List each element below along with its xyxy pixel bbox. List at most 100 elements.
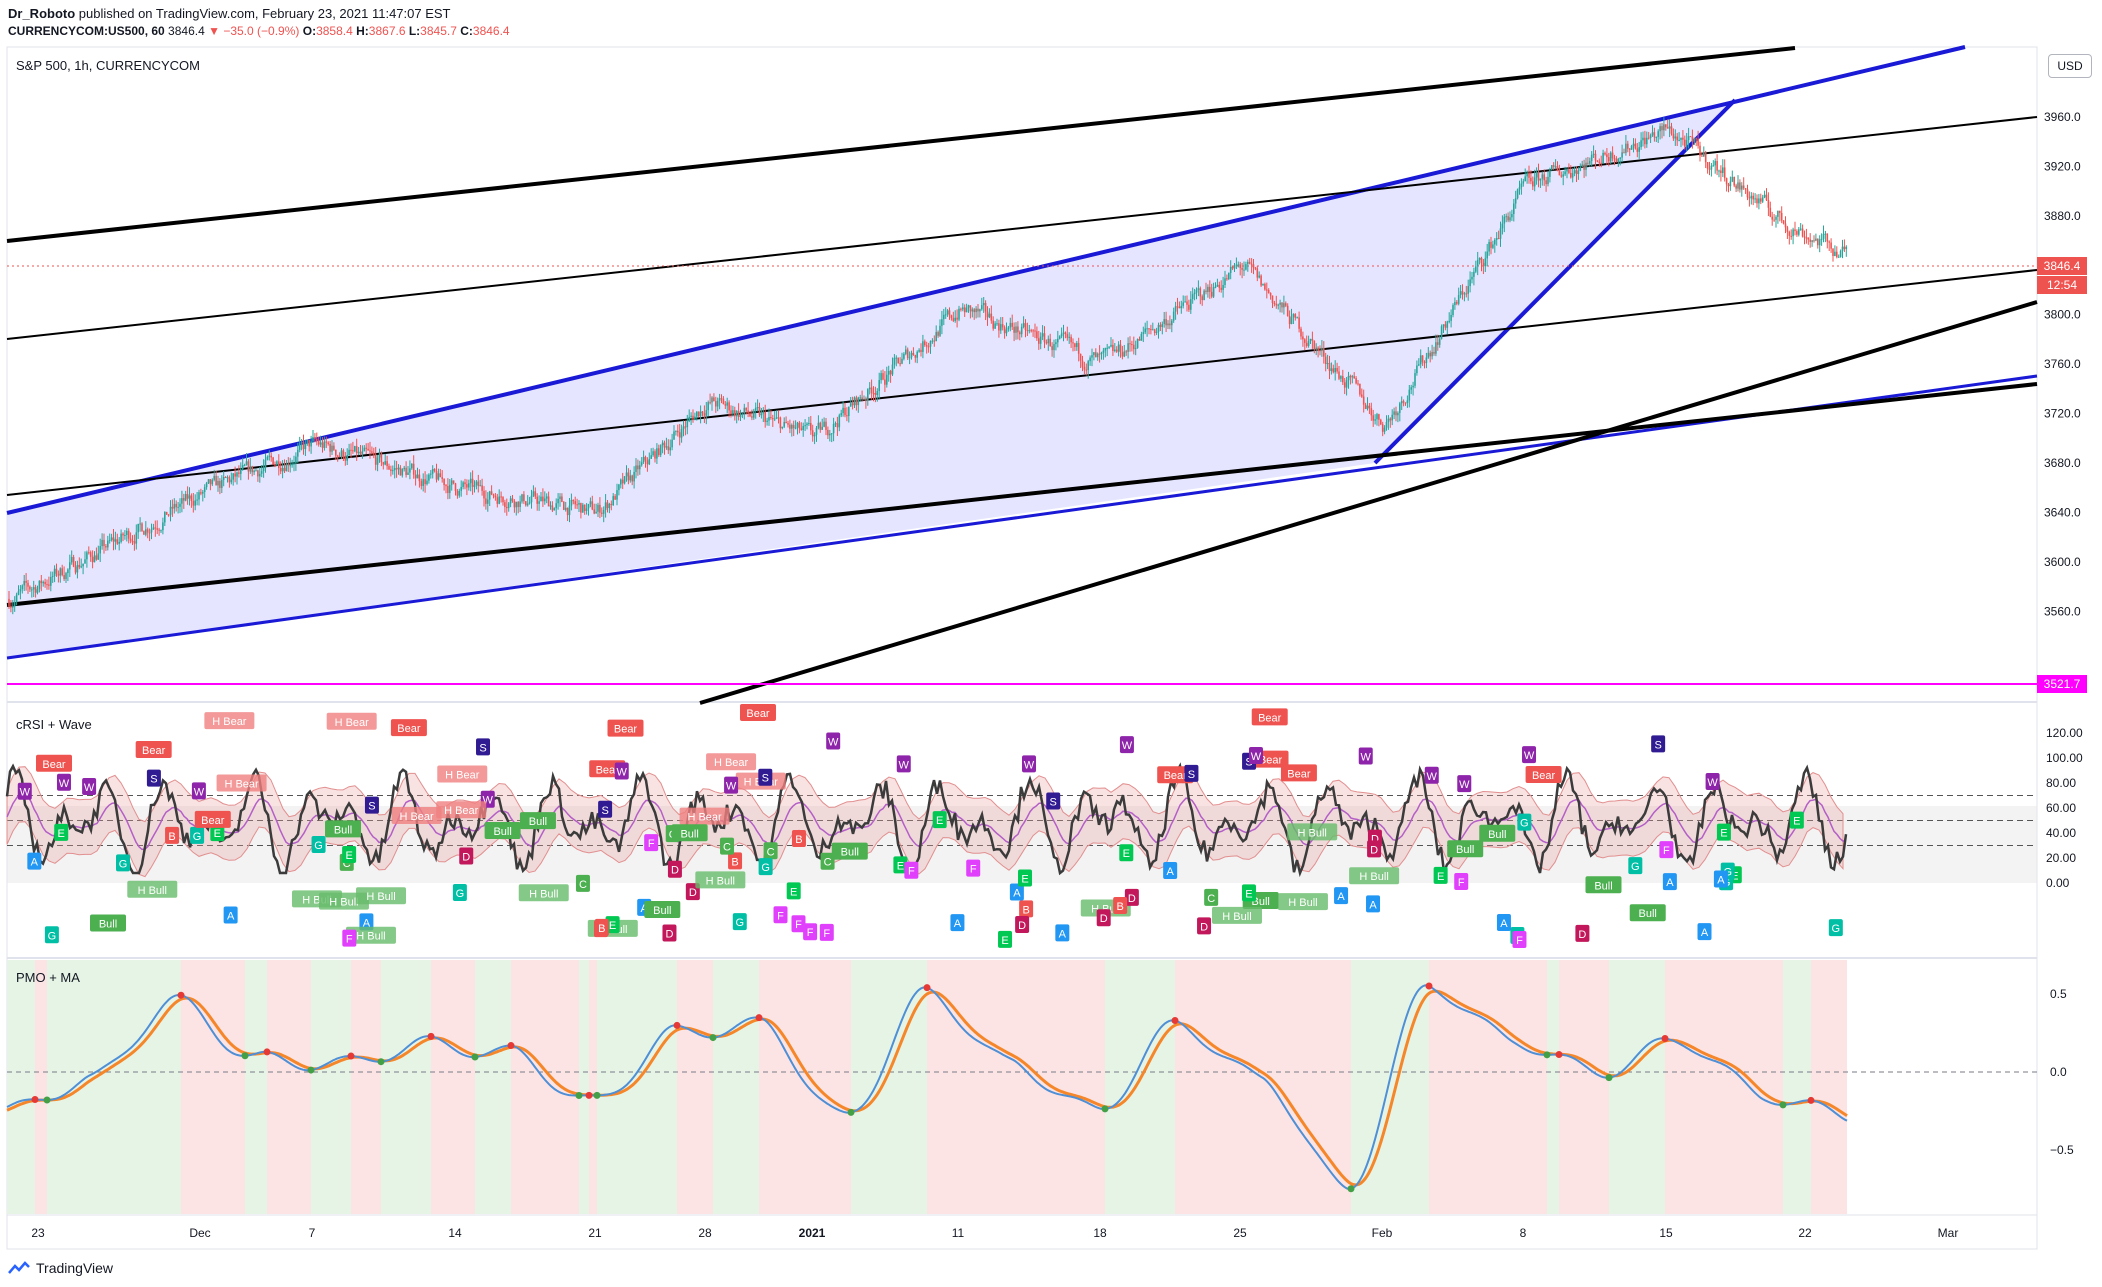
candle-body bbox=[798, 422, 801, 429]
currency-button[interactable]: USD bbox=[2048, 54, 2092, 78]
candle-body bbox=[435, 471, 438, 480]
candle-body bbox=[386, 461, 388, 467]
crsi-pane[interactable]: BullGCCBearGWWSWH BearWH BullEESFBearEGA… bbox=[5, 704, 2083, 948]
crsi-signal-text: E bbox=[1731, 870, 1738, 882]
candle-body bbox=[519, 501, 521, 508]
candle-body bbox=[922, 341, 924, 352]
price-tick-label: 3720.0 bbox=[2044, 407, 2081, 421]
candle-body bbox=[1530, 177, 1532, 182]
pmo-cross-dot bbox=[427, 1032, 435, 1040]
pmo-regime-band bbox=[579, 960, 589, 1214]
candle-body bbox=[842, 407, 844, 414]
time-tick-label: 25 bbox=[1233, 1226, 1247, 1240]
crsi-signal-text: W bbox=[483, 795, 494, 807]
candle-body bbox=[954, 317, 956, 321]
candle-body bbox=[1514, 198, 1517, 204]
candle-body bbox=[1684, 139, 1686, 147]
candle-body bbox=[217, 480, 219, 486]
crsi-signal-text: Bull bbox=[529, 816, 547, 828]
candle-body bbox=[152, 527, 155, 530]
candle-body bbox=[542, 496, 544, 502]
candle-body bbox=[990, 313, 993, 321]
candle-body bbox=[1752, 195, 1754, 200]
crsi-signal-text: D bbox=[1128, 893, 1136, 905]
candle-body bbox=[504, 502, 506, 507]
candle-body bbox=[1581, 164, 1583, 167]
candle-body bbox=[1209, 286, 1211, 292]
candle-body bbox=[830, 433, 833, 435]
candle-body bbox=[589, 501, 592, 505]
crsi-signal-text: Bull bbox=[653, 905, 671, 917]
candle-body bbox=[716, 400, 719, 407]
candle-body bbox=[857, 397, 860, 406]
candle-body bbox=[270, 455, 272, 458]
chart-canvas[interactable]: 3560.0 3600.0 3640.0 3680.0 3720.0 3760.0 3800… bbox=[0, 0, 2102, 1255]
candle-body bbox=[177, 506, 179, 508]
candle-body bbox=[927, 346, 930, 348]
candle-body bbox=[1319, 350, 1321, 352]
candle-body bbox=[846, 415, 848, 417]
crsi-signal-badge bbox=[605, 916, 620, 934]
candle-body bbox=[316, 439, 318, 441]
candle-body bbox=[973, 309, 975, 313]
candle-body bbox=[287, 463, 290, 466]
candle-body bbox=[194, 500, 196, 506]
candle-body bbox=[536, 496, 538, 504]
tradingview-brand[interactable]: TradingView bbox=[8, 1260, 113, 1276]
candle-body bbox=[925, 345, 928, 347]
crsi-signal-badge bbox=[1585, 876, 1622, 894]
crsi-signal-text: G bbox=[48, 930, 57, 942]
candle-body bbox=[224, 477, 227, 479]
candle-body bbox=[1516, 189, 1519, 199]
candle-body bbox=[118, 541, 120, 544]
crsi-signal-badge bbox=[1022, 755, 1037, 773]
crsi-signal-badge bbox=[679, 807, 730, 825]
crsi-signal-badge bbox=[1119, 736, 1134, 754]
candle-body bbox=[688, 416, 690, 422]
candle-body bbox=[1543, 174, 1545, 181]
candle-body bbox=[1456, 302, 1458, 304]
candle-body bbox=[291, 463, 293, 466]
author-name[interactable]: Dr_Roboto bbox=[8, 6, 76, 21]
chart-header: Dr_Roboto published on TradingView.com, … bbox=[0, 0, 2102, 44]
pmo-pane[interactable]: −0.5 0.0 0.5 bbox=[6, 960, 2074, 1214]
candle-body bbox=[855, 397, 858, 406]
pmo-tick-label: 0.0 bbox=[2050, 1065, 2067, 1079]
candle-body bbox=[1026, 329, 1029, 331]
crsi-signal-text: F bbox=[1516, 935, 1523, 947]
candle-body bbox=[112, 537, 115, 542]
candle-body bbox=[374, 454, 377, 465]
candle-body bbox=[1647, 137, 1650, 139]
brand-label: TradingView bbox=[36, 1260, 114, 1276]
candle-body bbox=[1577, 170, 1580, 175]
crsi-signal-badge bbox=[210, 824, 225, 842]
candle-body bbox=[184, 493, 187, 501]
candle-body bbox=[1372, 415, 1374, 421]
candle-body bbox=[1045, 342, 1048, 344]
crsi-signal-badge bbox=[1433, 866, 1448, 884]
candle-body bbox=[1668, 126, 1671, 129]
crsi-signal-badge bbox=[763, 842, 778, 860]
price-pane[interactable]: 3560.0 3600.0 3640.0 3680.0 3720.0 3760.0 3800… bbox=[6, 45, 2087, 705]
pmo-cross-dot bbox=[593, 1091, 601, 1099]
crsi-signal-text: A bbox=[227, 910, 235, 922]
candle-body bbox=[760, 413, 763, 416]
candle-body bbox=[264, 459, 267, 468]
pmo-regime-band bbox=[267, 960, 311, 1214]
crsi-signal-badge bbox=[364, 796, 379, 814]
candle-body bbox=[1663, 124, 1665, 131]
crsi-tick-label: 80.00 bbox=[2046, 776, 2076, 790]
crsi-signal-badge bbox=[1713, 870, 1728, 888]
crsi-signal-text: Bull bbox=[1594, 880, 1612, 892]
candle-body bbox=[403, 467, 405, 470]
crsi-signal-text: Bull bbox=[334, 824, 352, 836]
crsi-signal-badge bbox=[216, 774, 267, 792]
candle-body bbox=[200, 492, 202, 494]
candle-body bbox=[221, 479, 223, 488]
time-tick-label: Feb bbox=[1372, 1226, 1393, 1240]
candle-body bbox=[120, 533, 122, 542]
candle-body bbox=[730, 410, 732, 414]
time-tick-label: 22 bbox=[1798, 1226, 1812, 1240]
crsi-signal-badge bbox=[1479, 824, 1516, 842]
candle-body bbox=[1465, 293, 1468, 295]
